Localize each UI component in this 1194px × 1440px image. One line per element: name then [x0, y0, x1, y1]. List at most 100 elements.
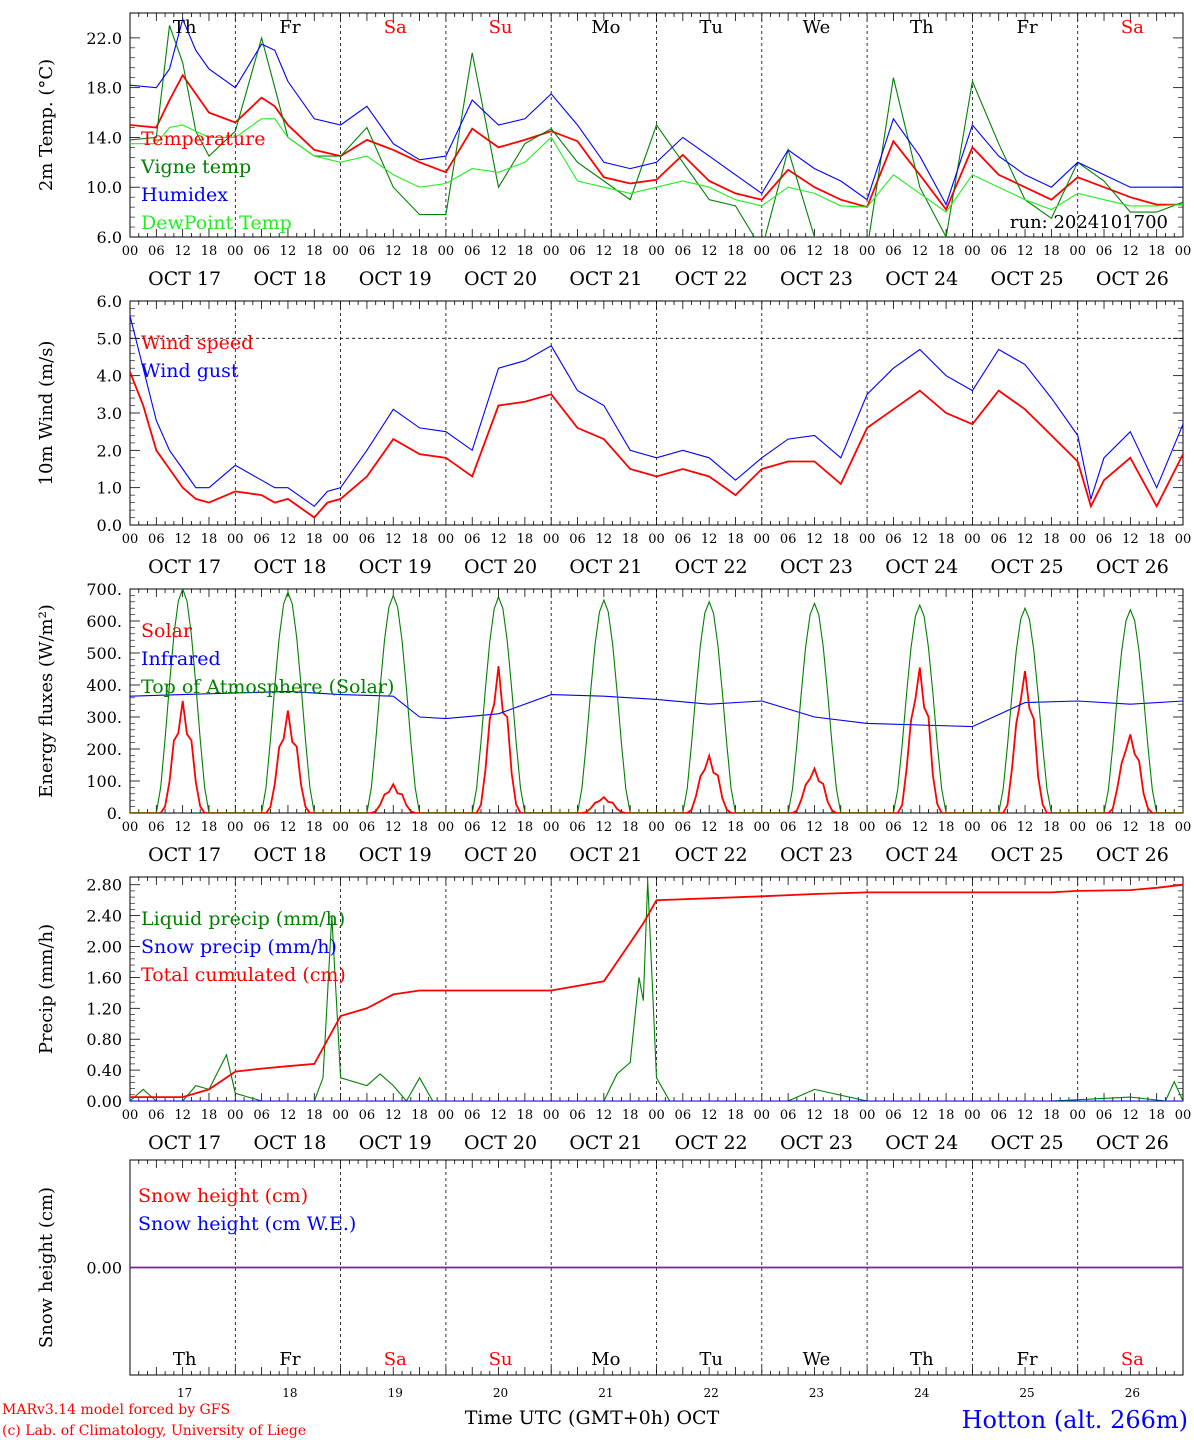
- day-number-label: 21: [598, 1386, 613, 1400]
- hour-tick-label: 12: [490, 532, 507, 547]
- hour-tick-label: 00: [227, 532, 244, 547]
- hour-tick-label: 12: [1017, 820, 1034, 835]
- hour-tick-label: 00: [859, 820, 876, 835]
- hour-tick-label: 00: [964, 532, 981, 547]
- y-tick-label: 0.40: [86, 1061, 122, 1080]
- series-group: [130, 315, 1183, 519]
- hour-tick-label: 12: [174, 820, 191, 835]
- day-label: OCT 24: [885, 1132, 958, 1154]
- hour-tick-label: 18: [938, 820, 955, 835]
- hour-tick-label: 00: [754, 244, 771, 259]
- hour-tick-label: 18: [201, 820, 218, 835]
- hour-tick-label: 18: [1148, 820, 1165, 835]
- panel-frame: [129, 300, 1184, 526]
- hour-tick-label: 06: [464, 244, 481, 259]
- hour-tick-label: 18: [306, 820, 323, 835]
- y-tick-label: 6.0: [97, 292, 122, 311]
- hour-tick-label: 00: [543, 532, 560, 547]
- hour-tick-label: 00: [859, 1108, 876, 1123]
- y-tick-label: 200.: [86, 740, 122, 759]
- day-label: OCT 20: [464, 556, 537, 578]
- series-line-dewpoint-temp: [130, 118, 1183, 213]
- weekday-label: Fr: [279, 17, 300, 38]
- hour-tick-label: 12: [280, 1108, 297, 1123]
- hour-tick-label: 18: [411, 820, 428, 835]
- hour-tick-label: 06: [569, 244, 586, 259]
- day-label: OCT 20: [464, 844, 537, 866]
- day-label: OCT 20: [464, 268, 537, 290]
- hour-tick-label: 06: [148, 820, 165, 835]
- hour-tick-label: 00: [543, 1108, 560, 1123]
- hour-tick-label: 00: [754, 532, 771, 547]
- weekday-label: Mo: [591, 1349, 620, 1370]
- hour-tick-label: 18: [1043, 244, 1060, 259]
- hour-tick-label: 00: [332, 532, 349, 547]
- hour-tick-label: 12: [596, 244, 613, 259]
- hour-tick-label: 06: [990, 244, 1007, 259]
- hour-tick-label: 12: [1017, 1108, 1034, 1123]
- credit-line-2: (c) Lab. of Climatology, University of L…: [2, 1423, 306, 1439]
- hour-tick-label: 00: [122, 532, 139, 547]
- legend-entry: Humidex: [141, 184, 228, 206]
- day-label: OCT 17: [148, 268, 221, 290]
- hour-tick-label: 18: [517, 1108, 534, 1123]
- hour-tick-label: 12: [174, 1108, 191, 1123]
- day-label: OCT 23: [780, 268, 853, 290]
- hour-tick-label: 12: [911, 1108, 928, 1123]
- hour-tick-label: 06: [359, 532, 376, 547]
- hour-tick-label: 06: [359, 244, 376, 259]
- hour-tick-label: 00: [754, 820, 771, 835]
- day-label: OCT 26: [1096, 1132, 1169, 1154]
- y-axis-label: Precip (mm/h): [36, 924, 57, 1054]
- hour-tick-label: 06: [569, 820, 586, 835]
- hour-tick-label: 06: [253, 244, 270, 259]
- day-label: OCT 22: [675, 844, 748, 866]
- run-label: run: 2024101700: [1010, 212, 1168, 233]
- weekday-label: We: [803, 17, 831, 38]
- series-line-temperature: [130, 73, 1183, 212]
- day-label: OCT 19: [359, 1132, 432, 1154]
- series-group: [130, 589, 1183, 813]
- hour-tick-label: 18: [201, 532, 218, 547]
- series-line-top-of-atmosphere-solar-: [130, 589, 1183, 813]
- y-tick-label: 300.: [86, 708, 122, 727]
- hour-tick-label: 00: [964, 1108, 981, 1123]
- weekday-label: Th: [910, 17, 934, 38]
- day-label: OCT 23: [780, 844, 853, 866]
- day-label: OCT 17: [148, 1132, 221, 1154]
- hour-tick-label: 06: [780, 532, 797, 547]
- hour-tick-label: 00: [648, 820, 665, 835]
- hour-tick-label: 18: [1148, 532, 1165, 547]
- legend-entry: Wind speed: [141, 332, 253, 354]
- hour-tick-label: 00: [438, 1108, 455, 1123]
- y-tick-label: 2.40: [86, 907, 122, 926]
- day-label: OCT 22: [675, 268, 748, 290]
- hour-tick-label: 18: [727, 532, 744, 547]
- y-tick-label: 100.: [86, 772, 122, 791]
- y-tick-label: 0.00: [86, 1092, 122, 1111]
- hour-tick-label: 00: [227, 820, 244, 835]
- legend-entry: Snow precip (mm/h): [141, 936, 337, 958]
- hour-tick-label: 00: [1069, 244, 1086, 259]
- day-label: OCT 21: [569, 268, 642, 290]
- hour-tick-label: 18: [1043, 532, 1060, 547]
- hour-tick-label: 12: [490, 820, 507, 835]
- hour-tick-label: 06: [1096, 820, 1113, 835]
- hour-tick-label: 00: [438, 820, 455, 835]
- hour-tick-label: 18: [938, 1108, 955, 1123]
- hour-tick-label: 06: [464, 532, 481, 547]
- hour-tick-label: 00: [1175, 820, 1192, 835]
- panel-5: 0.00 Snow height (cm) Snow height (cm) Snow…: [36, 1159, 1184, 1400]
- day-label: OCT 25: [991, 556, 1064, 578]
- day-label: OCT 20: [464, 1132, 537, 1154]
- series-group: [130, 17, 1183, 237]
- hour-tick-label: 00: [648, 532, 665, 547]
- hour-tick-label: 06: [780, 1108, 797, 1123]
- hour-tick-label: 12: [806, 532, 823, 547]
- y-tick-label: 0.80: [86, 1030, 122, 1049]
- series-line-wind-speed: [130, 371, 1183, 519]
- hour-tick-label: 18: [517, 820, 534, 835]
- hour-tick-label: 12: [911, 532, 928, 547]
- hour-tick-label: 00: [122, 820, 139, 835]
- hour-tick-label: 06: [253, 820, 270, 835]
